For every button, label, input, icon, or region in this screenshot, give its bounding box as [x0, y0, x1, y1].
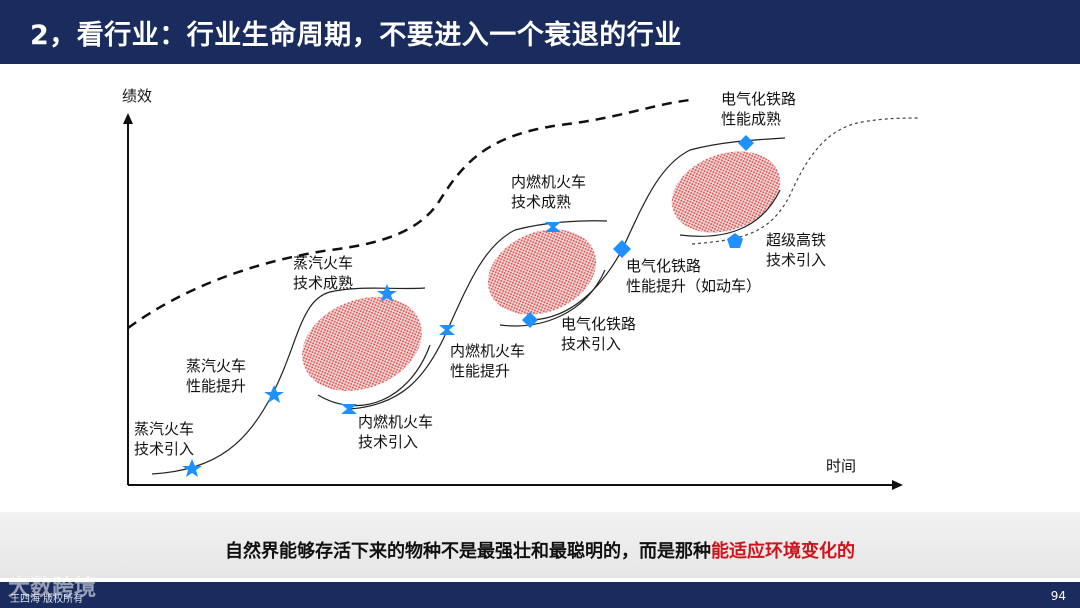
steam-mature-zone [302, 297, 422, 391]
label-steam-intro: 蒸汽火车 技术引入 [134, 420, 195, 458]
header-bar [0, 0, 1080, 64]
y-axis-arrow-icon [123, 113, 133, 124]
label-elec-improve: 电气化铁路 性能提升（如动车） [626, 257, 762, 295]
steam-improve-star-icon [264, 385, 284, 403]
ice-improve-bowtie-icon [439, 325, 455, 335]
label-ice-improve: 内燃机火车 性能提升 [450, 342, 526, 380]
steam-lower-boundary [317, 344, 431, 407]
quote-text: 自然界能够存活下来的物种不是最强壮和最聪明的，而是那种能适应环境变化的 [0, 537, 1080, 563]
elec-improve-diamond-icon [613, 240, 631, 258]
copyright-text: 王四海 版权所有 [10, 594, 84, 605]
ice-lower-boundary [499, 269, 606, 327]
axes [123, 113, 903, 490]
markers [182, 135, 754, 477]
watermark-logo: 大数跨境 [8, 576, 97, 601]
elec-s-curve [531, 137, 786, 321]
label-elec-mature: 电气化铁路 性能成熟 [721, 90, 797, 128]
label-steam-mature: 蒸汽火车 技术成熟 [293, 254, 354, 292]
label-elec-intro: 电气化铁路 技术引入 [561, 315, 637, 353]
label-ice-intro: 内燃机火车 技术引入 [358, 413, 434, 451]
elec-lower-boundary [679, 189, 781, 237]
x-axis-arrow-icon [892, 480, 903, 490]
x-axis-label: 时间 [826, 457, 857, 475]
ice-mature-bowtie-icon [545, 222, 561, 232]
elec-mature-zone [671, 151, 781, 233]
steam-intro-star-icon [182, 459, 202, 477]
elec-intro-diamond-icon [522, 312, 538, 328]
page-title: 2，看行业：行业生命周期，不要进入一个衰退的行业 [30, 20, 682, 51]
steam-mature-star-icon [377, 284, 397, 302]
hsr-s-curve [691, 117, 921, 245]
quote-band [0, 512, 1080, 578]
ice-mature-zone [487, 229, 597, 315]
footer-bar [0, 582, 1080, 608]
industry-lifecycle-diagram [123, 98, 921, 490]
quote-highlight: 能适应环境变化的 [711, 541, 855, 562]
label-steam-improve: 蒸汽火车 性能提升 [186, 357, 247, 395]
steam-s-curve [151, 287, 426, 475]
industry-envelope-curve [127, 98, 691, 330]
y-axis-label: 绩效 [122, 87, 153, 105]
label-hsr-intro: 超级高铁 技术引入 [766, 231, 827, 269]
ice-intro-bowtie-icon [341, 404, 357, 414]
elec-mature-diamond-icon [738, 135, 754, 151]
page-number: 94 [1050, 589, 1066, 603]
label-ice-mature: 内燃机火车 技术成熟 [511, 173, 587, 211]
quote-main: 自然界能够存活下来的物种不是最强壮和最聪明的，而是那种 [225, 541, 711, 562]
hsr-intro-pentagon-icon [727, 233, 743, 248]
